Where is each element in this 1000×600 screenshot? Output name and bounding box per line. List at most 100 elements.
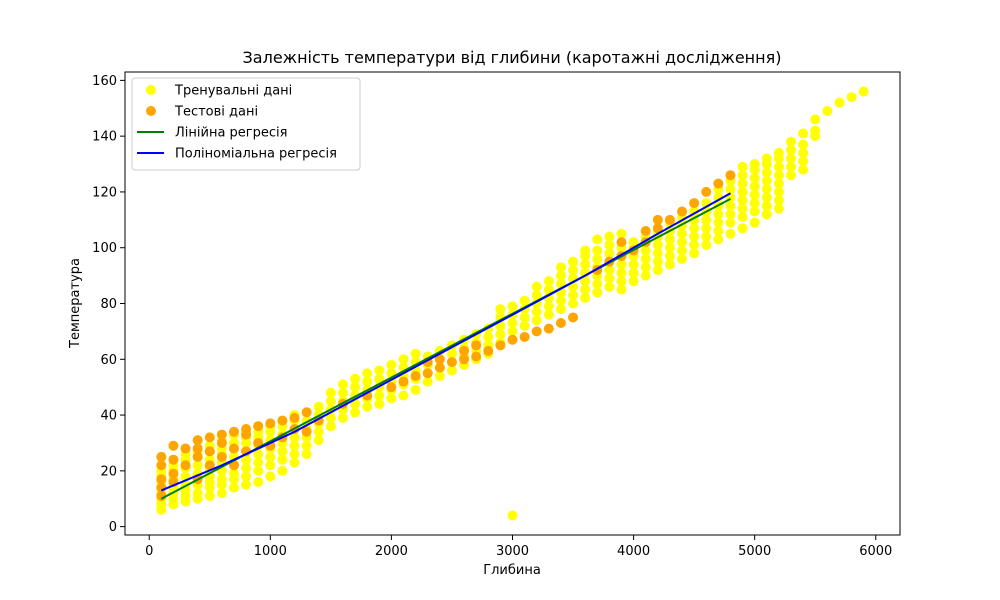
point-train: [543, 301, 554, 312]
point-test: [156, 451, 167, 462]
point-test: [204, 460, 215, 471]
point-test: [277, 415, 288, 426]
point-train: [761, 184, 772, 195]
point-train: [350, 382, 361, 393]
point-test: [507, 334, 518, 345]
point-train: [531, 290, 542, 301]
point-test: [640, 225, 651, 236]
point-train: [277, 446, 288, 457]
point-train: [555, 262, 566, 273]
point-train: [446, 365, 457, 376]
point-train: [786, 145, 797, 156]
point-test: [204, 446, 215, 457]
point-train: [543, 284, 554, 295]
point-train: [689, 239, 700, 250]
point-train: [858, 86, 869, 97]
point-test: [555, 318, 566, 329]
point-train: [664, 251, 675, 262]
point-train: [374, 390, 385, 401]
point-train: [628, 237, 639, 248]
point-test: [228, 426, 239, 437]
legend-label: Тренувальні дані: [174, 84, 292, 99]
y-tick-label: 140: [92, 130, 117, 145]
point-train: [507, 301, 518, 312]
x-tick-label: 6000: [859, 544, 892, 559]
point-train: [374, 398, 385, 409]
point-train: [580, 292, 591, 303]
point-train: [846, 92, 857, 103]
point-train: [737, 161, 748, 172]
point-test: [483, 345, 494, 356]
point-train: [555, 304, 566, 315]
point-test: [265, 418, 276, 429]
point-train: [301, 440, 312, 451]
point-train: [834, 97, 845, 108]
point-train: [337, 387, 348, 398]
point-test: [216, 451, 227, 462]
point-train: [664, 242, 675, 253]
point-train: [362, 376, 373, 387]
point-train: [737, 186, 748, 197]
point-train: [616, 284, 627, 295]
point-train: [241, 479, 252, 490]
point-test: [531, 326, 542, 337]
point-train: [555, 270, 566, 281]
point-train: [737, 195, 748, 206]
point-test: [289, 412, 300, 423]
point-train: [216, 488, 227, 499]
legend-label: Лінійна регресія: [175, 126, 287, 141]
point-train: [616, 267, 627, 278]
point-train: [822, 106, 833, 117]
point-test: [410, 371, 421, 382]
point-train: [507, 318, 518, 329]
point-train: [761, 153, 772, 164]
y-tick-label: 100: [92, 241, 117, 256]
point-train: [652, 239, 663, 250]
x-tick-label: 0: [145, 544, 153, 559]
point-test: [192, 443, 203, 454]
legend-label: Поліноміальна регресія: [175, 147, 337, 162]
y-tick-label: 160: [92, 74, 117, 89]
legend-marker: [146, 106, 156, 116]
point-train: [265, 471, 276, 482]
point-train: [192, 488, 203, 499]
point-train: [713, 225, 724, 236]
point-train: [313, 426, 324, 437]
point-test: [652, 214, 663, 225]
point-train: [228, 482, 239, 493]
point-train: [798, 147, 809, 158]
point-train: [701, 223, 712, 234]
point-train: [677, 245, 688, 256]
point-train: [664, 234, 675, 245]
point-train: [604, 265, 615, 276]
y-tick-label: 0: [109, 520, 117, 535]
point-train: [398, 390, 409, 401]
point-train: [289, 432, 300, 443]
point-train: [592, 278, 603, 289]
point-train: [495, 329, 506, 340]
point-train: [204, 490, 215, 501]
point-train: [810, 114, 821, 125]
point-test: [677, 206, 688, 217]
point-train: [386, 359, 397, 370]
point-train: [337, 412, 348, 423]
point-train: [628, 259, 639, 270]
data-group: [156, 86, 869, 521]
point-test: [652, 223, 663, 234]
point-test: [180, 443, 191, 454]
point-test: [156, 474, 167, 485]
y-tick-label: 60: [100, 353, 117, 368]
point-train: [253, 449, 264, 460]
point-test: [180, 460, 191, 471]
point-train: [761, 200, 772, 211]
point-test: [216, 429, 227, 440]
point-train: [592, 234, 603, 245]
point-train: [241, 463, 252, 474]
point-train: [713, 209, 724, 220]
point-train: [652, 248, 663, 259]
point-test: [459, 354, 470, 365]
point-train: [580, 259, 591, 270]
point-train: [798, 164, 809, 175]
point-train: [543, 276, 554, 287]
